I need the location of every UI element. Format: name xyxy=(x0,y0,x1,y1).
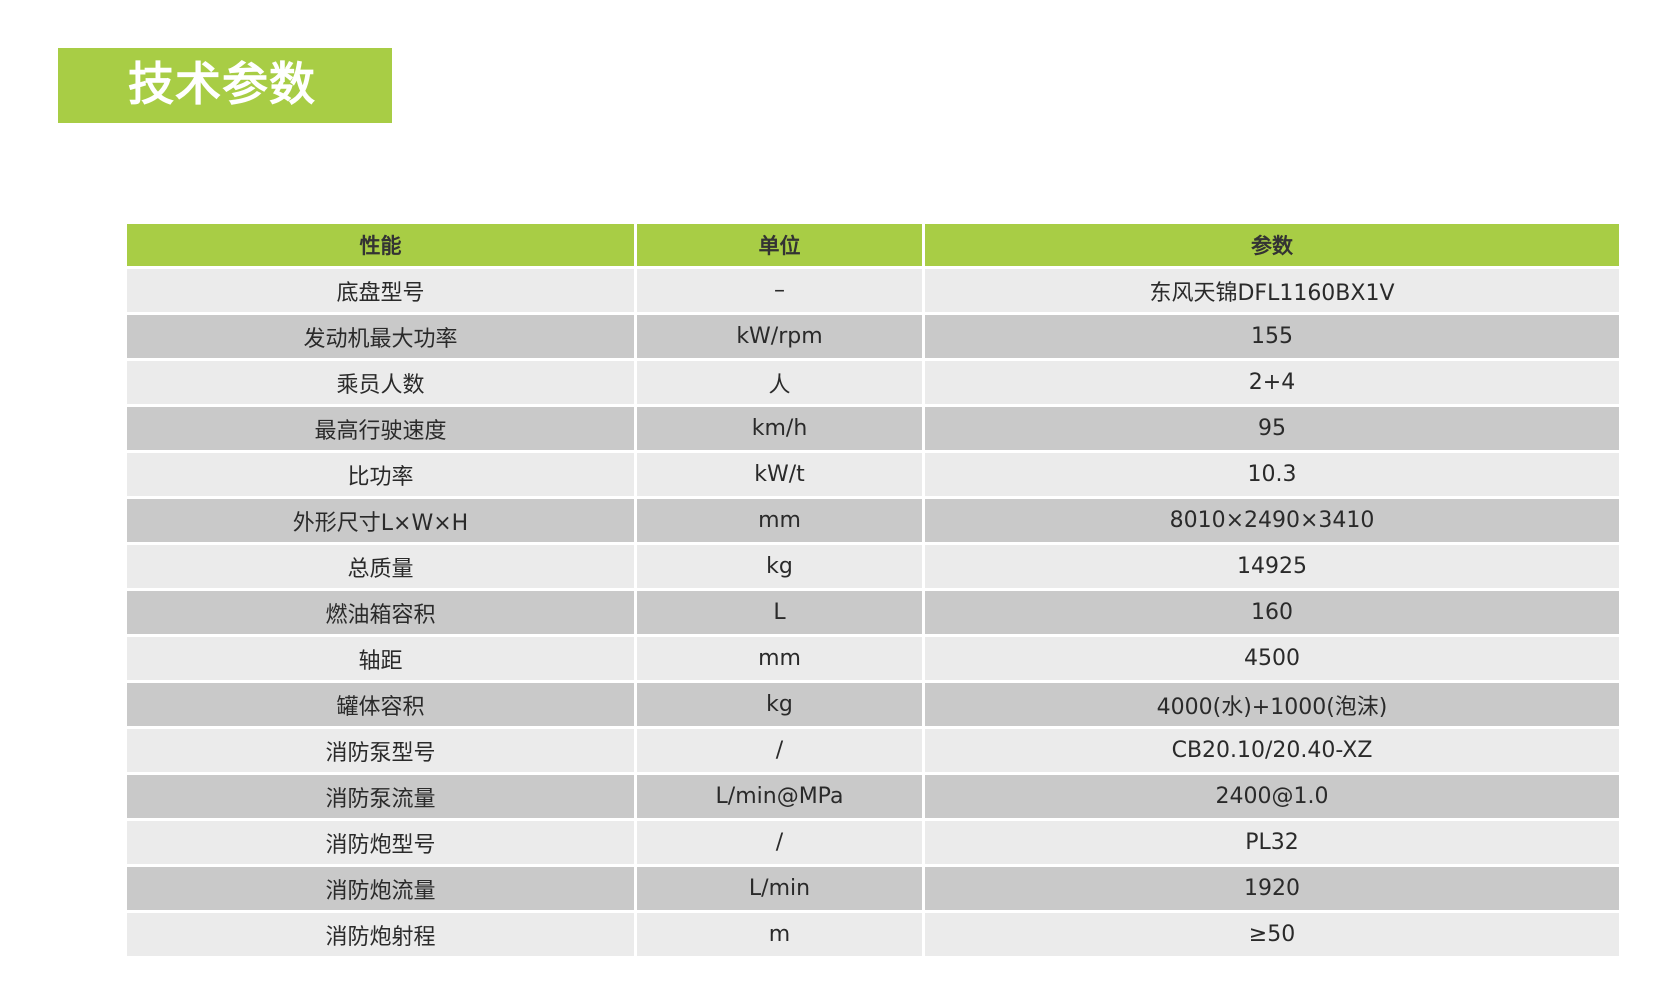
spec-table: 性能 单位 参数 底盘型号 – 东风天锦DFL1160BX1V 发动机最大功率 kW/r… xyxy=(124,221,1622,959)
cell-performance: 消防炮型号 xyxy=(127,821,634,864)
cell-performance: 乘员人数 xyxy=(127,361,634,404)
cell-unit: / xyxy=(637,821,922,864)
section-title: 技术参数 xyxy=(128,57,316,111)
table-row: 消防泵流量 L/min@MPa 2400@1.0 xyxy=(127,775,1619,818)
cell-unit: kg xyxy=(637,545,922,588)
cell-unit: L/min@MPa xyxy=(637,775,922,818)
cell-unit: 人 xyxy=(637,361,922,404)
table-row: 乘员人数人 2+4 xyxy=(127,361,1619,404)
cell-value: 4500 xyxy=(925,637,1619,680)
cell-performance: 消防泵流量 xyxy=(127,775,634,818)
cell-performance: 罐体容积 xyxy=(127,683,634,726)
cell-performance: 总质量 xyxy=(127,545,634,588)
cell-performance: 发动机最大功率 xyxy=(127,315,634,358)
cell-performance: 轴距 xyxy=(127,637,634,680)
table-row: 最高行驶速度 km/h 95 xyxy=(127,407,1619,450)
table-row: 消防炮流量 L/min 1920 xyxy=(127,867,1619,910)
header-performance: 性能 xyxy=(127,224,634,266)
cell-unit: mm xyxy=(637,637,922,680)
cell-unit: L/min xyxy=(637,867,922,910)
cell-value: 4000(水)+1000(泡沫) xyxy=(925,683,1619,726)
cell-value: 14925 xyxy=(925,545,1619,588)
cell-unit: – xyxy=(637,269,922,312)
cell-value: PL32 xyxy=(925,821,1619,864)
cell-value: 8010×2490×3410 xyxy=(925,499,1619,542)
header-unit: 单位 xyxy=(637,224,922,266)
table-row: 总质量 kg 14925 xyxy=(127,545,1619,588)
cell-performance: 最高行驶速度 xyxy=(127,407,634,450)
cell-performance: 消防炮射程 xyxy=(127,913,634,956)
cell-value: 1920 xyxy=(925,867,1619,910)
cell-value: 2400@1.0 xyxy=(925,775,1619,818)
table-row: 轴距 mm 4500 xyxy=(127,637,1619,680)
cell-unit: kW/rpm xyxy=(637,315,922,358)
cell-value: 2+4 xyxy=(925,361,1619,404)
cell-performance: 比功率 xyxy=(127,453,634,496)
cell-value: 155 xyxy=(925,315,1619,358)
cell-performance: 消防泵型号 xyxy=(127,729,634,772)
table-row: 消防炮射程 m ≥50 xyxy=(127,913,1619,956)
table-row: 燃油箱容积 L 160 xyxy=(127,591,1619,634)
cell-performance: 消防炮流量 xyxy=(127,867,634,910)
cell-unit: L xyxy=(637,591,922,634)
table-row: 外形尺寸L×W×H mm 8010×2490×3410 xyxy=(127,499,1619,542)
cell-performance: 底盘型号 xyxy=(127,269,634,312)
cell-performance: 外形尺寸L×W×H xyxy=(127,499,634,542)
cell-unit: mm xyxy=(637,499,922,542)
cell-value: 10.3 xyxy=(925,453,1619,496)
cell-value: 160 xyxy=(925,591,1619,634)
table-row: 发动机最大功率 kW/rpm 155 xyxy=(127,315,1619,358)
cell-value: ≥50 xyxy=(925,913,1619,956)
header-value: 参数 xyxy=(925,224,1619,266)
cell-value: CB20.10/20.40-XZ xyxy=(925,729,1619,772)
table-row: 底盘型号 – 东风天锦DFL1160BX1V xyxy=(127,269,1619,312)
cell-unit: / xyxy=(637,729,922,772)
cell-performance: 燃油箱容积 xyxy=(127,591,634,634)
cell-unit: m xyxy=(637,913,922,956)
table-row: 消防炮型号 / PL32 xyxy=(127,821,1619,864)
table-header-row: 性能 单位 参数 xyxy=(127,224,1619,266)
cell-unit: kW/t xyxy=(637,453,922,496)
section-title-banner: 技术参数 xyxy=(58,48,392,123)
table-row: 比功率 kW/t 10.3 xyxy=(127,453,1619,496)
table-row: 罐体容积 kg 4000(水)+1000(泡沫) xyxy=(127,683,1619,726)
cell-unit: kg xyxy=(637,683,922,726)
cell-value: 95 xyxy=(925,407,1619,450)
cell-value: 东风天锦DFL1160BX1V xyxy=(925,269,1619,312)
cell-unit: km/h xyxy=(637,407,922,450)
table-row: 消防泵型号 / CB20.10/20.40-XZ xyxy=(127,729,1619,772)
